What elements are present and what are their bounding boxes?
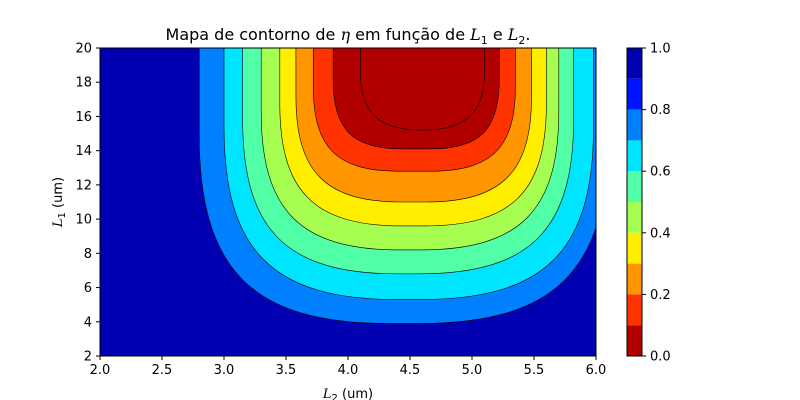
chart-title: Mapa de contorno de η em função de L1 e … — [166, 25, 531, 47]
y-tick-label: 2 — [84, 350, 92, 365]
x-tick-label: 2.5 — [152, 363, 173, 378]
y-tick-label: 6 — [84, 281, 92, 296]
y-axis-label: L1 (um) — [51, 177, 68, 228]
x-tick-label: 5.5 — [524, 363, 545, 378]
colorbar-band — [627, 48, 642, 79]
colorbar-band — [627, 109, 642, 141]
colorbar-band — [627, 263, 642, 295]
y-tick-label: 16 — [75, 110, 92, 125]
colorbar-band — [627, 78, 642, 110]
x-tick-label: 3.0 — [214, 363, 235, 378]
x-tick-label: 6.0 — [586, 363, 607, 378]
x-tick-label: 2.0 — [90, 363, 111, 378]
colorbar — [627, 48, 642, 356]
y-tick-label: 4 — [84, 315, 92, 330]
y-tick-label: 18 — [75, 76, 92, 91]
colorbar-band — [627, 325, 642, 356]
contour-level-0.0 — [360, 48, 485, 131]
y-tick-label: 12 — [75, 178, 92, 193]
colorbar-band — [627, 294, 642, 326]
x-tick-label: 4.0 — [338, 363, 359, 378]
x-axis: 2.0 2.5 3.0 3.5 4.0 4.5 5.0 5.5 6.0 — [90, 356, 607, 378]
colorbar-band — [627, 202, 642, 233]
colorbar-band — [627, 171, 642, 202]
y-tick-label: 10 — [75, 213, 92, 228]
y-axis: 2 4 6 8 10 12 14 16 18 20 — [75, 42, 100, 365]
colorbar-tick-label: 0.2 — [650, 288, 671, 303]
colorbar-axis: 0.0 0.2 0.4 0.6 0.8 1.0 — [642, 42, 671, 365]
colorbar-tick-label: 0.4 — [650, 226, 671, 241]
colorbar-tick-label: 0.8 — [650, 103, 671, 118]
x-tick-label: 3.5 — [276, 363, 297, 378]
x-tick-label: 5.0 — [462, 363, 483, 378]
x-axis-label: L2 (um) — [322, 387, 373, 400]
colorbar-tick-label: 1.0 — [650, 42, 671, 57]
colorbar-band — [627, 232, 642, 264]
contour-plot-area — [100, 48, 596, 356]
x-tick-label: 4.5 — [400, 363, 421, 378]
colorbar-tick-label: 0.6 — [650, 165, 671, 180]
y-tick-label: 14 — [75, 144, 92, 159]
colorbar-band — [627, 140, 642, 172]
y-tick-label: 8 — [84, 247, 92, 262]
y-tick-label: 20 — [75, 42, 92, 57]
colorbar-tick-label: 0.0 — [650, 350, 671, 365]
colorbar-frame — [626, 47, 643, 357]
